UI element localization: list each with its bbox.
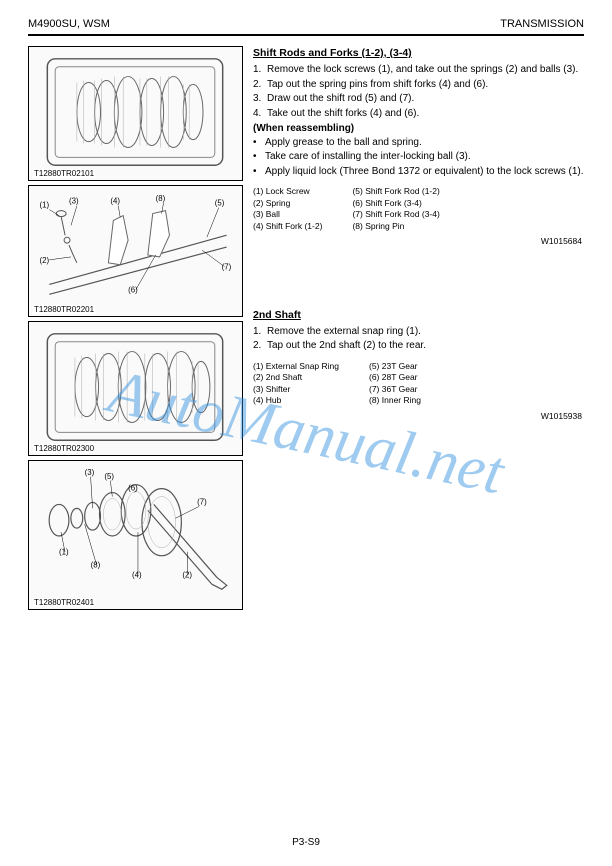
part-item: (3) Shifter: [253, 384, 339, 395]
parts-col-left: (1) External Snap Ring (2) 2nd Shaft (3)…: [253, 361, 339, 407]
parts-table-2: (1) External Snap Ring (2) 2nd Shaft (3)…: [253, 361, 584, 407]
svg-text:(8): (8): [156, 194, 166, 203]
shift-rods-illustration: (1) (3) (4) (8) (5) (2) (6) (7): [29, 186, 242, 316]
header-left: M4900SU, WSM: [28, 18, 110, 30]
figure-label: T12880TR02201: [33, 305, 95, 314]
part-item: (1) External Snap Ring: [253, 361, 339, 372]
header-right: TRANSMISSION: [500, 18, 584, 30]
step: 1.Remove the lock screws (1), and take o…: [253, 63, 584, 77]
svg-text:(7): (7): [222, 263, 232, 272]
bullet: Apply liquid lock (Three Bond 1372 or eq…: [253, 165, 584, 179]
figure-2: (1) (3) (4) (8) (5) (2) (6) (7): [28, 185, 243, 317]
svg-text:(2): (2): [39, 256, 49, 265]
parts-col-left: (1) Lock Screw (2) Spring (3) Ball (4) S…: [253, 186, 322, 232]
svg-text:(4): (4): [110, 197, 120, 206]
step: 1.Remove the external snap ring (1).: [253, 325, 584, 339]
doc-code-2: W1015938: [253, 411, 584, 422]
gearbox-illustration-2: [29, 322, 242, 455]
page-header: M4900SU, WSM TRANSMISSION: [0, 0, 612, 34]
parts-table-1: (1) Lock Screw (2) Spring (3) Ball (4) S…: [253, 186, 584, 232]
figure-label: T12880TR02401: [33, 598, 95, 607]
figure-label: T12880TR02300: [33, 444, 95, 453]
step: 3.Draw out the shift rod (5) and (7).: [253, 92, 584, 106]
figure-3: T12880TR02300: [28, 321, 243, 456]
reassembling-title: (When reassembling): [253, 122, 584, 136]
svg-text:(5): (5): [215, 199, 225, 208]
part-item: (4) Shift Fork (1-2): [253, 221, 322, 232]
part-item: (2) Spring: [253, 198, 322, 209]
part-item: (8) Inner Ring: [369, 395, 421, 406]
svg-text:(1): (1): [39, 201, 49, 210]
svg-text:(3): (3): [69, 197, 79, 206]
part-item: (7) Shift Fork Rod (3-4): [352, 209, 439, 220]
part-item: (5) Shift Fork Rod (1-2): [352, 186, 439, 197]
doc-code-1: W1015684: [253, 236, 584, 247]
page-number: P3-S9: [0, 837, 612, 848]
section2-steps: 1.Remove the external snap ring (1). 2.T…: [253, 325, 584, 353]
part-item: (2) 2nd Shaft: [253, 372, 339, 383]
svg-text:(7): (7): [197, 497, 207, 506]
svg-text:(5): (5): [104, 472, 114, 481]
parts-col-right: (5) 23T Gear (6) 28T Gear (7) 36T Gear (…: [369, 361, 421, 407]
part-item: (3) Ball: [253, 209, 322, 220]
figure-1: T12880TR02101: [28, 46, 243, 181]
reassembling-list: Apply grease to the ball and spring. Tak…: [253, 136, 584, 179]
content: T12880TR02101 (1): [0, 46, 612, 614]
svg-text:(4): (4): [132, 570, 142, 579]
part-item: (5) 23T Gear: [369, 361, 421, 372]
parts-col-right: (5) Shift Fork Rod (1-2) (6) Shift Fork …: [352, 186, 439, 232]
header-rule: [28, 34, 584, 36]
gearbox-illustration: [29, 47, 242, 180]
svg-text:(3): (3): [85, 468, 95, 477]
part-item: (6) 28T Gear: [369, 372, 421, 383]
figure-4: (3) (5) (6) (1) (8) (4) (2) (7): [28, 460, 243, 610]
step: 2.Tap out the 2nd shaft (2) to the rear.: [253, 339, 584, 353]
shaft-exploded-illustration: (3) (5) (6) (1) (8) (4) (2) (7): [29, 461, 242, 609]
section2-title: 2nd Shaft: [253, 308, 584, 322]
part-item: (6) Shift Fork (3-4): [352, 198, 439, 209]
svg-text:(6): (6): [128, 285, 138, 294]
part-item: (1) Lock Screw: [253, 186, 322, 197]
section1-steps: 1.Remove the lock screws (1), and take o…: [253, 63, 584, 120]
text-column: Shift Rods and Forks (1-2), (3-4) 1.Remo…: [253, 46, 584, 614]
bullet: Take care of installing the inter-lockin…: [253, 150, 584, 164]
part-item: (8) Spring Pin: [352, 221, 439, 232]
part-item: (4) Hub: [253, 395, 339, 406]
section-gap: [253, 248, 584, 308]
figures-column: T12880TR02101 (1): [28, 46, 243, 614]
step: 4.Take out the shift forks (4) and (6).: [253, 107, 584, 121]
figure-label: T12880TR02101: [33, 169, 95, 178]
svg-text:(1): (1): [59, 548, 69, 557]
svg-text:(6): (6): [128, 484, 138, 493]
step: 2.Tap out the spring pins from shift for…: [253, 78, 584, 92]
bullet: Apply grease to the ball and spring.: [253, 136, 584, 150]
section1-title: Shift Rods and Forks (1-2), (3-4): [253, 46, 584, 60]
part-item: (7) 36T Gear: [369, 384, 421, 395]
